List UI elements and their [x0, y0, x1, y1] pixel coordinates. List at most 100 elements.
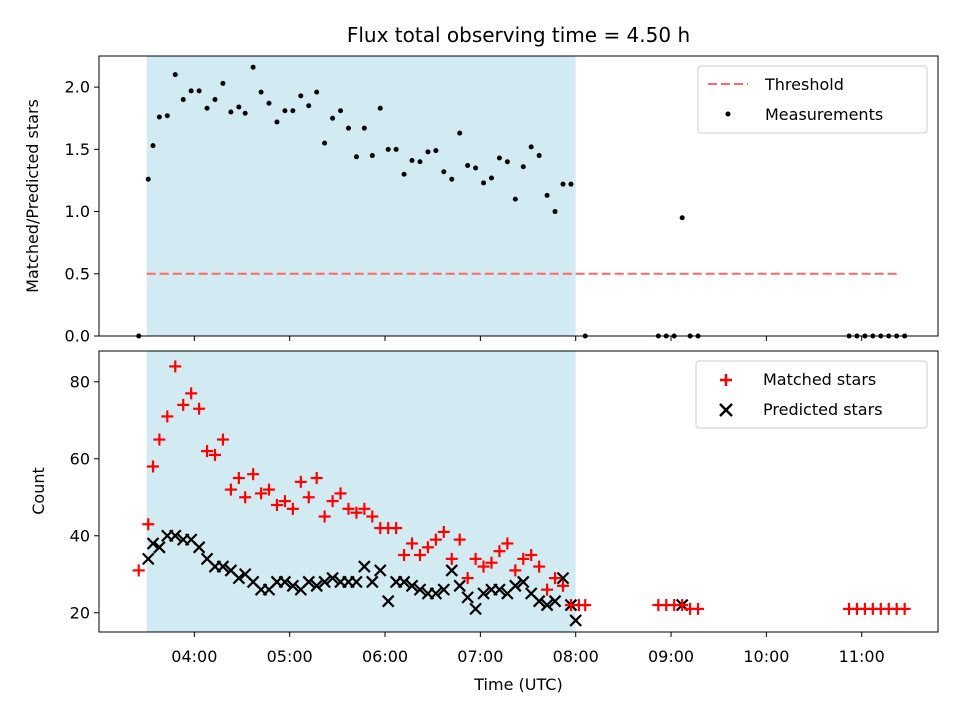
bottom-y-tick-label: 20 [70, 603, 90, 622]
predicted-point [318, 575, 331, 589]
bottom-legend: Matched stars Predicted stars [695, 360, 928, 429]
matched-point [142, 518, 155, 531]
measurement-point [520, 164, 526, 170]
predicted-point [141, 552, 155, 566]
measurement-point [242, 110, 248, 116]
matched-point [286, 502, 299, 515]
predicted-point [192, 541, 206, 554]
x-tick-label: 09:00 [648, 647, 694, 666]
measurement-point [250, 64, 256, 70]
x-tick-label: 11:00 [839, 647, 885, 666]
predicted-legend-label: Predicted stars [763, 400, 883, 419]
predicted-point [302, 575, 316, 589]
top-shaded-span [146, 56, 576, 336]
bottom-y-ticks: 20 40 60 80 [70, 372, 99, 622]
predicted-point [232, 571, 246, 585]
measurement-point [236, 104, 242, 110]
matched-point [549, 572, 562, 585]
predicted-point [532, 594, 546, 608]
top-y-axis-label: Matched/Predicted stars [23, 99, 42, 293]
measurement-point [465, 163, 471, 169]
matched-point [413, 549, 426, 562]
predicted-point [445, 564, 459, 577]
x-tick-label: 10:00 [743, 647, 789, 666]
matched-point [461, 572, 474, 585]
x-axis-label: Time (UTC) [473, 675, 562, 694]
predicted-point [493, 583, 506, 596]
measurement-point [156, 114, 162, 120]
measurement-point [228, 109, 234, 115]
matched-point [469, 552, 482, 565]
measurement-point [322, 140, 328, 146]
matched-point [350, 506, 363, 519]
predicted-point [429, 587, 443, 600]
matched-point [421, 541, 434, 554]
matched-point [676, 599, 689, 612]
measurement-point [488, 175, 494, 181]
x-tick-label: 04:00 [171, 647, 217, 666]
matched-point [390, 522, 403, 535]
matched-point [161, 410, 174, 423]
measurement-point [552, 209, 558, 215]
predicted-point [509, 579, 522, 593]
matched-point [429, 533, 442, 546]
matched-point [477, 560, 490, 573]
measurement-point [544, 192, 550, 198]
predicted-point [516, 575, 530, 589]
matched-point [556, 579, 569, 592]
matched-point [366, 510, 379, 523]
measurement-point [220, 80, 226, 86]
bottom-axes-frame [98, 350, 939, 633]
matched-point [263, 483, 276, 496]
measurement-point [441, 169, 447, 175]
measurement-point [298, 93, 304, 99]
bottom-panel: 20 40 60 80 04:00 05:00 06:00 07:00 08:00 09:00 1… [29, 350, 939, 694]
measurement-point [361, 125, 367, 131]
measurement-point [473, 165, 479, 171]
predicted-point [326, 571, 339, 585]
matched-point [525, 549, 538, 562]
top-panel: 0.00.51.01.52.0 Matched/Predicted stars … [23, 55, 939, 346]
measurement-point [345, 125, 351, 131]
matched-point [294, 475, 307, 488]
matched-point [318, 510, 331, 523]
matched-point [239, 491, 252, 504]
measurement-point [145, 176, 151, 182]
matched-point [445, 552, 458, 565]
measurement-point [504, 159, 510, 165]
bottom-y-axis-label: Count [29, 467, 48, 515]
measurement-point [409, 158, 415, 164]
measurement-point [314, 89, 320, 95]
measurements-legend-swatch [725, 111, 731, 117]
predicted-point [216, 560, 230, 573]
matched-point [201, 445, 214, 458]
matched-point [132, 564, 145, 577]
matched-point [692, 602, 705, 615]
threshold-legend-label: Threshold [764, 75, 844, 94]
top-x-ticks [193, 336, 863, 341]
measurement-point [433, 148, 439, 154]
measurement-point [679, 215, 685, 221]
matched-point [147, 460, 160, 473]
measurement-point [196, 88, 202, 94]
x-tick-label: 08:00 [553, 647, 599, 666]
matched-point [501, 537, 514, 550]
matched-point [358, 502, 371, 515]
matched-point [406, 537, 419, 550]
measurement-point [172, 72, 178, 78]
predicted-point [168, 529, 182, 543]
measurement-point [258, 89, 264, 95]
matched-point [193, 402, 206, 415]
measurement-point [449, 176, 455, 182]
predicted-point [153, 541, 166, 554]
measurement-point [150, 143, 156, 149]
measurement-point [385, 146, 391, 152]
measurement-point [481, 180, 487, 186]
measurement-point [338, 108, 344, 114]
predicted-point [286, 579, 300, 593]
bottom-legend-box [695, 360, 928, 429]
matched-points [132, 360, 911, 615]
top-y-tick-label: 0.0 [65, 327, 90, 346]
predicted-point [569, 614, 582, 627]
